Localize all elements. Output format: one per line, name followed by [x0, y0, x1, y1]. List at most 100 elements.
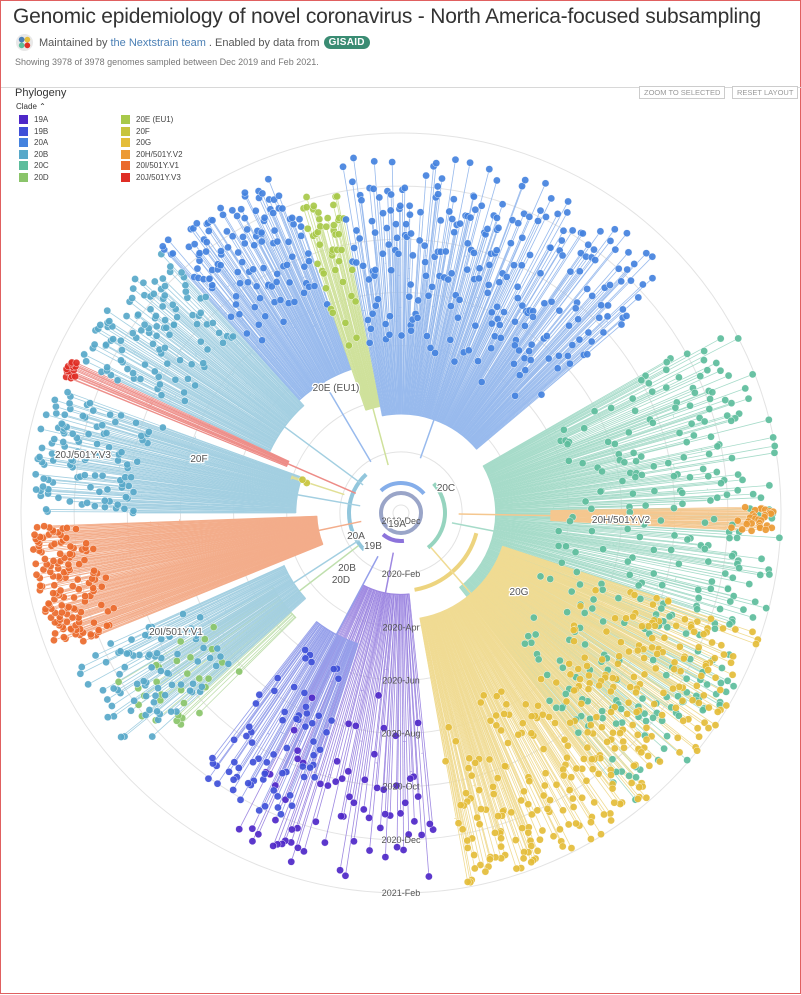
tree-tip[interactable] — [629, 721, 636, 728]
tree-tip[interactable] — [51, 630, 58, 637]
tree-tip[interactable] — [165, 236, 172, 243]
tree-tip[interactable] — [567, 268, 574, 275]
tree-tip[interactable] — [442, 758, 449, 765]
tree-tip[interactable] — [311, 282, 318, 289]
tree-tip[interactable] — [621, 459, 628, 466]
tree-tip[interactable] — [186, 687, 193, 694]
tree-tip[interactable] — [305, 258, 312, 265]
tree-tip[interactable] — [321, 839, 328, 846]
tree-tip[interactable] — [371, 229, 378, 236]
tree-tip[interactable] — [277, 811, 284, 818]
tree-tip[interactable] — [545, 355, 552, 362]
tree-tip[interactable] — [556, 307, 563, 314]
tree-tip[interactable] — [583, 777, 590, 784]
tree-tip[interactable] — [566, 518, 573, 525]
tree-tip[interactable] — [625, 249, 632, 256]
tree-tip[interactable] — [40, 475, 47, 482]
tree-tip[interactable] — [770, 434, 777, 441]
tree-tip[interactable] — [342, 216, 349, 223]
tree-tip[interactable] — [598, 302, 605, 309]
tree-tip[interactable] — [650, 546, 657, 553]
tree-tip[interactable] — [349, 266, 356, 273]
tree-tip[interactable] — [337, 813, 344, 820]
tree-tip[interactable] — [566, 360, 573, 367]
tree-tip[interactable] — [236, 826, 243, 833]
tree-tip[interactable] — [638, 471, 645, 478]
tree-tip[interactable] — [451, 358, 458, 365]
tree-tip[interactable] — [36, 453, 43, 460]
tree-tip[interactable] — [152, 312, 159, 319]
tree-tip[interactable] — [503, 273, 510, 280]
tree-tip[interactable] — [472, 322, 479, 329]
tree-tip[interactable] — [308, 694, 315, 701]
tree-tip[interactable] — [265, 176, 272, 183]
tree-tip[interactable] — [573, 765, 580, 772]
tree-tip[interactable] — [60, 438, 67, 445]
tree-tip[interactable] — [146, 651, 153, 658]
tree-tip[interactable] — [299, 476, 306, 483]
tree-tip[interactable] — [671, 659, 678, 666]
tree-tip[interactable] — [110, 336, 117, 343]
tree-tip[interactable] — [459, 826, 466, 833]
tree-tip[interactable] — [528, 639, 535, 646]
tree-tip[interactable] — [490, 790, 497, 797]
tree-tip[interactable] — [131, 697, 138, 704]
tree-tip[interactable] — [382, 320, 389, 327]
tree-tip[interactable] — [522, 701, 529, 708]
tree-tip[interactable] — [467, 214, 474, 221]
tree-tip[interactable] — [701, 545, 708, 552]
tree-tip[interactable] — [81, 351, 88, 358]
tree-tip[interactable] — [560, 772, 567, 779]
tree-tip[interactable] — [681, 616, 688, 623]
tree-tip[interactable] — [205, 675, 212, 682]
tree-tip[interactable] — [92, 652, 99, 659]
tree-tip[interactable] — [636, 533, 643, 540]
tree-tip[interactable] — [728, 553, 735, 560]
tree-tip[interactable] — [597, 488, 604, 495]
tree-tip[interactable] — [452, 738, 459, 745]
tree-tip[interactable] — [102, 574, 109, 581]
tree-tip[interactable] — [660, 745, 667, 752]
tree-tip[interactable] — [554, 210, 561, 217]
tree-tip[interactable] — [366, 339, 373, 346]
tree-tip[interactable] — [415, 297, 422, 304]
tree-tip[interactable] — [636, 784, 643, 791]
tree-tip[interactable] — [663, 672, 670, 679]
tree-tip[interactable] — [776, 534, 783, 541]
tree-tip[interactable] — [700, 465, 707, 472]
tree-tip[interactable] — [407, 281, 414, 288]
tree-tip[interactable] — [592, 587, 599, 594]
tree-tip[interactable] — [310, 752, 317, 759]
tree-tip[interactable] — [583, 662, 590, 669]
tree-tip[interactable] — [315, 712, 322, 719]
tree-tip[interactable] — [358, 197, 365, 204]
tree-tip[interactable] — [117, 412, 124, 419]
tree-tip[interactable] — [650, 463, 657, 470]
tree-tip[interactable] — [518, 262, 525, 269]
tree-tip[interactable] — [81, 556, 88, 563]
tree-tip[interactable] — [690, 432, 697, 439]
tree-tip[interactable] — [193, 220, 200, 227]
tree-tip[interactable] — [493, 214, 500, 221]
tree-tip[interactable] — [532, 631, 539, 638]
tree-tip[interactable] — [645, 752, 652, 759]
tree-tip[interactable] — [734, 487, 741, 494]
tree-tip[interactable] — [628, 779, 635, 786]
tree-tip[interactable] — [728, 524, 735, 531]
tree-tip[interactable] — [83, 358, 90, 365]
tree-tip[interactable] — [632, 407, 639, 414]
tree-tip[interactable] — [565, 322, 572, 329]
tree-tip[interactable] — [575, 316, 582, 323]
tree-tip[interactable] — [526, 251, 533, 258]
tree-tip[interactable] — [225, 660, 232, 667]
tree-tip[interactable] — [590, 596, 597, 603]
tree-tip[interactable] — [604, 313, 611, 320]
tree-tip[interactable] — [342, 319, 349, 326]
tree-tip[interactable] — [302, 703, 309, 710]
tree-tip[interactable] — [332, 266, 339, 273]
tree-tip[interactable] — [679, 697, 686, 704]
tree-tip[interactable] — [230, 333, 237, 340]
tree-tip[interactable] — [611, 226, 618, 233]
tree-tip[interactable] — [643, 736, 650, 743]
tree-tip[interactable] — [575, 729, 582, 736]
